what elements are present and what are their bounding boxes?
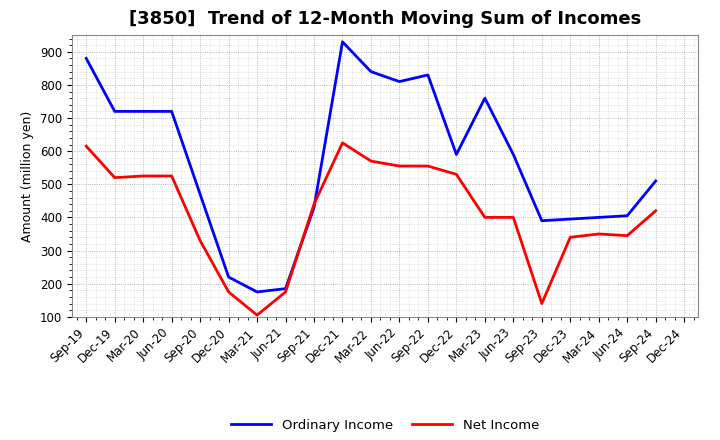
Ordinary Income (366, 69, 375, 74)
Ordinary Income (652, 178, 660, 183)
Net Income (82, 143, 91, 149)
Ordinary Income (452, 152, 461, 157)
Ordinary Income (395, 79, 404, 84)
Net Income (395, 163, 404, 169)
Ordinary Income (566, 216, 575, 222)
Net Income (366, 158, 375, 164)
Net Income (423, 163, 432, 169)
Ordinary Income (338, 39, 347, 44)
Net Income (537, 301, 546, 306)
Net Income (509, 215, 518, 220)
Ordinary Income (537, 218, 546, 224)
Net Income (623, 233, 631, 238)
Legend: Ordinary Income, Net Income: Ordinary Income, Net Income (226, 414, 544, 437)
Net Income (452, 172, 461, 177)
Ordinary Income (480, 95, 489, 101)
Ordinary Income (623, 213, 631, 218)
Net Income (196, 238, 204, 243)
Ordinary Income (423, 72, 432, 77)
Net Income (652, 208, 660, 213)
Ordinary Income (225, 275, 233, 280)
Net Income (310, 202, 318, 207)
Line: Net Income: Net Income (86, 143, 656, 315)
Net Income (110, 175, 119, 180)
Net Income (282, 290, 290, 295)
Net Income (139, 173, 148, 179)
Net Income (338, 140, 347, 146)
Ordinary Income (110, 109, 119, 114)
Net Income (595, 231, 603, 237)
Net Income (225, 290, 233, 295)
Ordinary Income (82, 56, 91, 61)
Net Income (167, 173, 176, 179)
Ordinary Income (282, 286, 290, 291)
Ordinary Income (139, 109, 148, 114)
Ordinary Income (509, 152, 518, 157)
Net Income (480, 215, 489, 220)
Ordinary Income (310, 205, 318, 210)
Ordinary Income (253, 290, 261, 295)
Net Income (566, 235, 575, 240)
Ordinary Income (196, 191, 204, 197)
Ordinary Income (595, 215, 603, 220)
Y-axis label: Amount (million yen): Amount (million yen) (22, 110, 35, 242)
Ordinary Income (167, 109, 176, 114)
Net Income (253, 312, 261, 318)
Title: [3850]  Trend of 12-Month Moving Sum of Incomes: [3850] Trend of 12-Month Moving Sum of I… (129, 10, 642, 28)
Line: Ordinary Income: Ordinary Income (86, 42, 656, 292)
